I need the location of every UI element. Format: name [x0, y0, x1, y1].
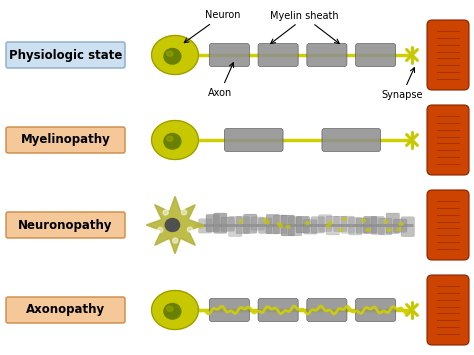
- FancyBboxPatch shape: [371, 217, 384, 234]
- Text: Myelin sheath: Myelin sheath: [270, 11, 339, 21]
- FancyBboxPatch shape: [356, 218, 370, 233]
- FancyBboxPatch shape: [341, 216, 355, 233]
- Ellipse shape: [166, 51, 173, 56]
- FancyBboxPatch shape: [334, 216, 347, 231]
- FancyBboxPatch shape: [213, 213, 227, 233]
- Text: Axonopathy: Axonopathy: [26, 304, 105, 317]
- Ellipse shape: [326, 225, 330, 228]
- FancyBboxPatch shape: [236, 217, 249, 234]
- Ellipse shape: [305, 222, 310, 224]
- Ellipse shape: [187, 227, 192, 232]
- Text: Axon: Axon: [208, 63, 234, 98]
- Ellipse shape: [384, 220, 388, 223]
- FancyBboxPatch shape: [427, 20, 469, 90]
- FancyBboxPatch shape: [311, 217, 325, 233]
- FancyBboxPatch shape: [244, 214, 257, 233]
- FancyBboxPatch shape: [6, 212, 125, 238]
- FancyBboxPatch shape: [228, 216, 242, 237]
- Ellipse shape: [239, 220, 243, 223]
- FancyBboxPatch shape: [266, 214, 280, 234]
- Ellipse shape: [164, 304, 181, 319]
- FancyBboxPatch shape: [6, 297, 125, 323]
- Ellipse shape: [399, 222, 403, 225]
- FancyBboxPatch shape: [206, 214, 219, 232]
- FancyBboxPatch shape: [273, 215, 287, 234]
- FancyBboxPatch shape: [303, 220, 317, 234]
- FancyBboxPatch shape: [307, 299, 347, 322]
- FancyBboxPatch shape: [326, 216, 339, 235]
- FancyBboxPatch shape: [427, 105, 469, 175]
- Ellipse shape: [158, 228, 163, 233]
- FancyBboxPatch shape: [393, 219, 407, 232]
- Ellipse shape: [387, 229, 391, 231]
- Text: Neuron: Neuron: [184, 10, 240, 43]
- Ellipse shape: [397, 228, 401, 231]
- FancyBboxPatch shape: [319, 215, 332, 231]
- FancyBboxPatch shape: [427, 190, 469, 260]
- FancyBboxPatch shape: [289, 217, 302, 236]
- Ellipse shape: [164, 133, 181, 149]
- Ellipse shape: [173, 238, 178, 243]
- FancyBboxPatch shape: [401, 217, 414, 237]
- Ellipse shape: [286, 225, 290, 228]
- FancyBboxPatch shape: [356, 299, 396, 322]
- Text: Myelinopathy: Myelinopathy: [21, 133, 110, 147]
- Polygon shape: [146, 196, 204, 253]
- Ellipse shape: [182, 210, 187, 215]
- Ellipse shape: [264, 218, 268, 221]
- Ellipse shape: [199, 225, 203, 228]
- FancyBboxPatch shape: [427, 275, 469, 345]
- FancyBboxPatch shape: [356, 44, 396, 66]
- Ellipse shape: [366, 228, 370, 231]
- Ellipse shape: [152, 290, 199, 329]
- Ellipse shape: [362, 219, 365, 222]
- Ellipse shape: [343, 218, 346, 220]
- Ellipse shape: [166, 136, 173, 141]
- FancyBboxPatch shape: [379, 218, 392, 235]
- Ellipse shape: [165, 218, 180, 231]
- Ellipse shape: [279, 225, 283, 228]
- Ellipse shape: [152, 36, 199, 75]
- FancyBboxPatch shape: [322, 129, 381, 152]
- FancyBboxPatch shape: [221, 217, 235, 231]
- FancyBboxPatch shape: [386, 213, 400, 234]
- FancyBboxPatch shape: [258, 299, 298, 322]
- FancyBboxPatch shape: [6, 42, 125, 68]
- FancyBboxPatch shape: [281, 215, 294, 236]
- FancyBboxPatch shape: [224, 129, 283, 152]
- FancyBboxPatch shape: [364, 216, 377, 233]
- FancyBboxPatch shape: [251, 217, 264, 230]
- Ellipse shape: [166, 306, 173, 311]
- Ellipse shape: [152, 120, 199, 159]
- FancyBboxPatch shape: [296, 216, 310, 233]
- FancyBboxPatch shape: [307, 44, 347, 66]
- FancyBboxPatch shape: [210, 299, 249, 322]
- FancyBboxPatch shape: [258, 218, 272, 234]
- Text: Synapse: Synapse: [381, 68, 423, 100]
- Polygon shape: [146, 196, 204, 253]
- FancyBboxPatch shape: [210, 44, 249, 66]
- FancyBboxPatch shape: [258, 44, 298, 66]
- FancyBboxPatch shape: [6, 127, 125, 153]
- Ellipse shape: [328, 222, 332, 224]
- Ellipse shape: [163, 210, 168, 215]
- Ellipse shape: [277, 222, 281, 225]
- FancyBboxPatch shape: [348, 217, 362, 235]
- Text: Neuronopathy: Neuronopathy: [18, 218, 113, 231]
- FancyBboxPatch shape: [199, 219, 212, 233]
- Text: Physiologic state: Physiologic state: [9, 49, 122, 61]
- Ellipse shape: [339, 229, 343, 231]
- Ellipse shape: [265, 221, 269, 224]
- Ellipse shape: [164, 49, 181, 64]
